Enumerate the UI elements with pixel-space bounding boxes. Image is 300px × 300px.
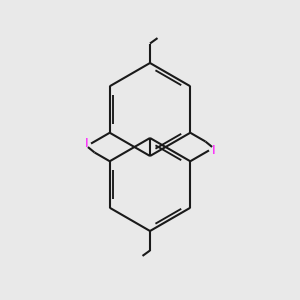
Text: I: I xyxy=(85,137,88,150)
Text: I: I xyxy=(212,144,215,157)
